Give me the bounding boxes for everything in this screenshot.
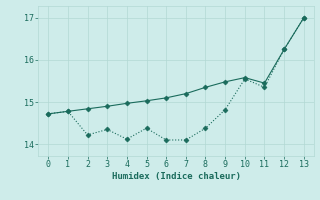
X-axis label: Humidex (Indice chaleur): Humidex (Indice chaleur) <box>111 172 241 181</box>
